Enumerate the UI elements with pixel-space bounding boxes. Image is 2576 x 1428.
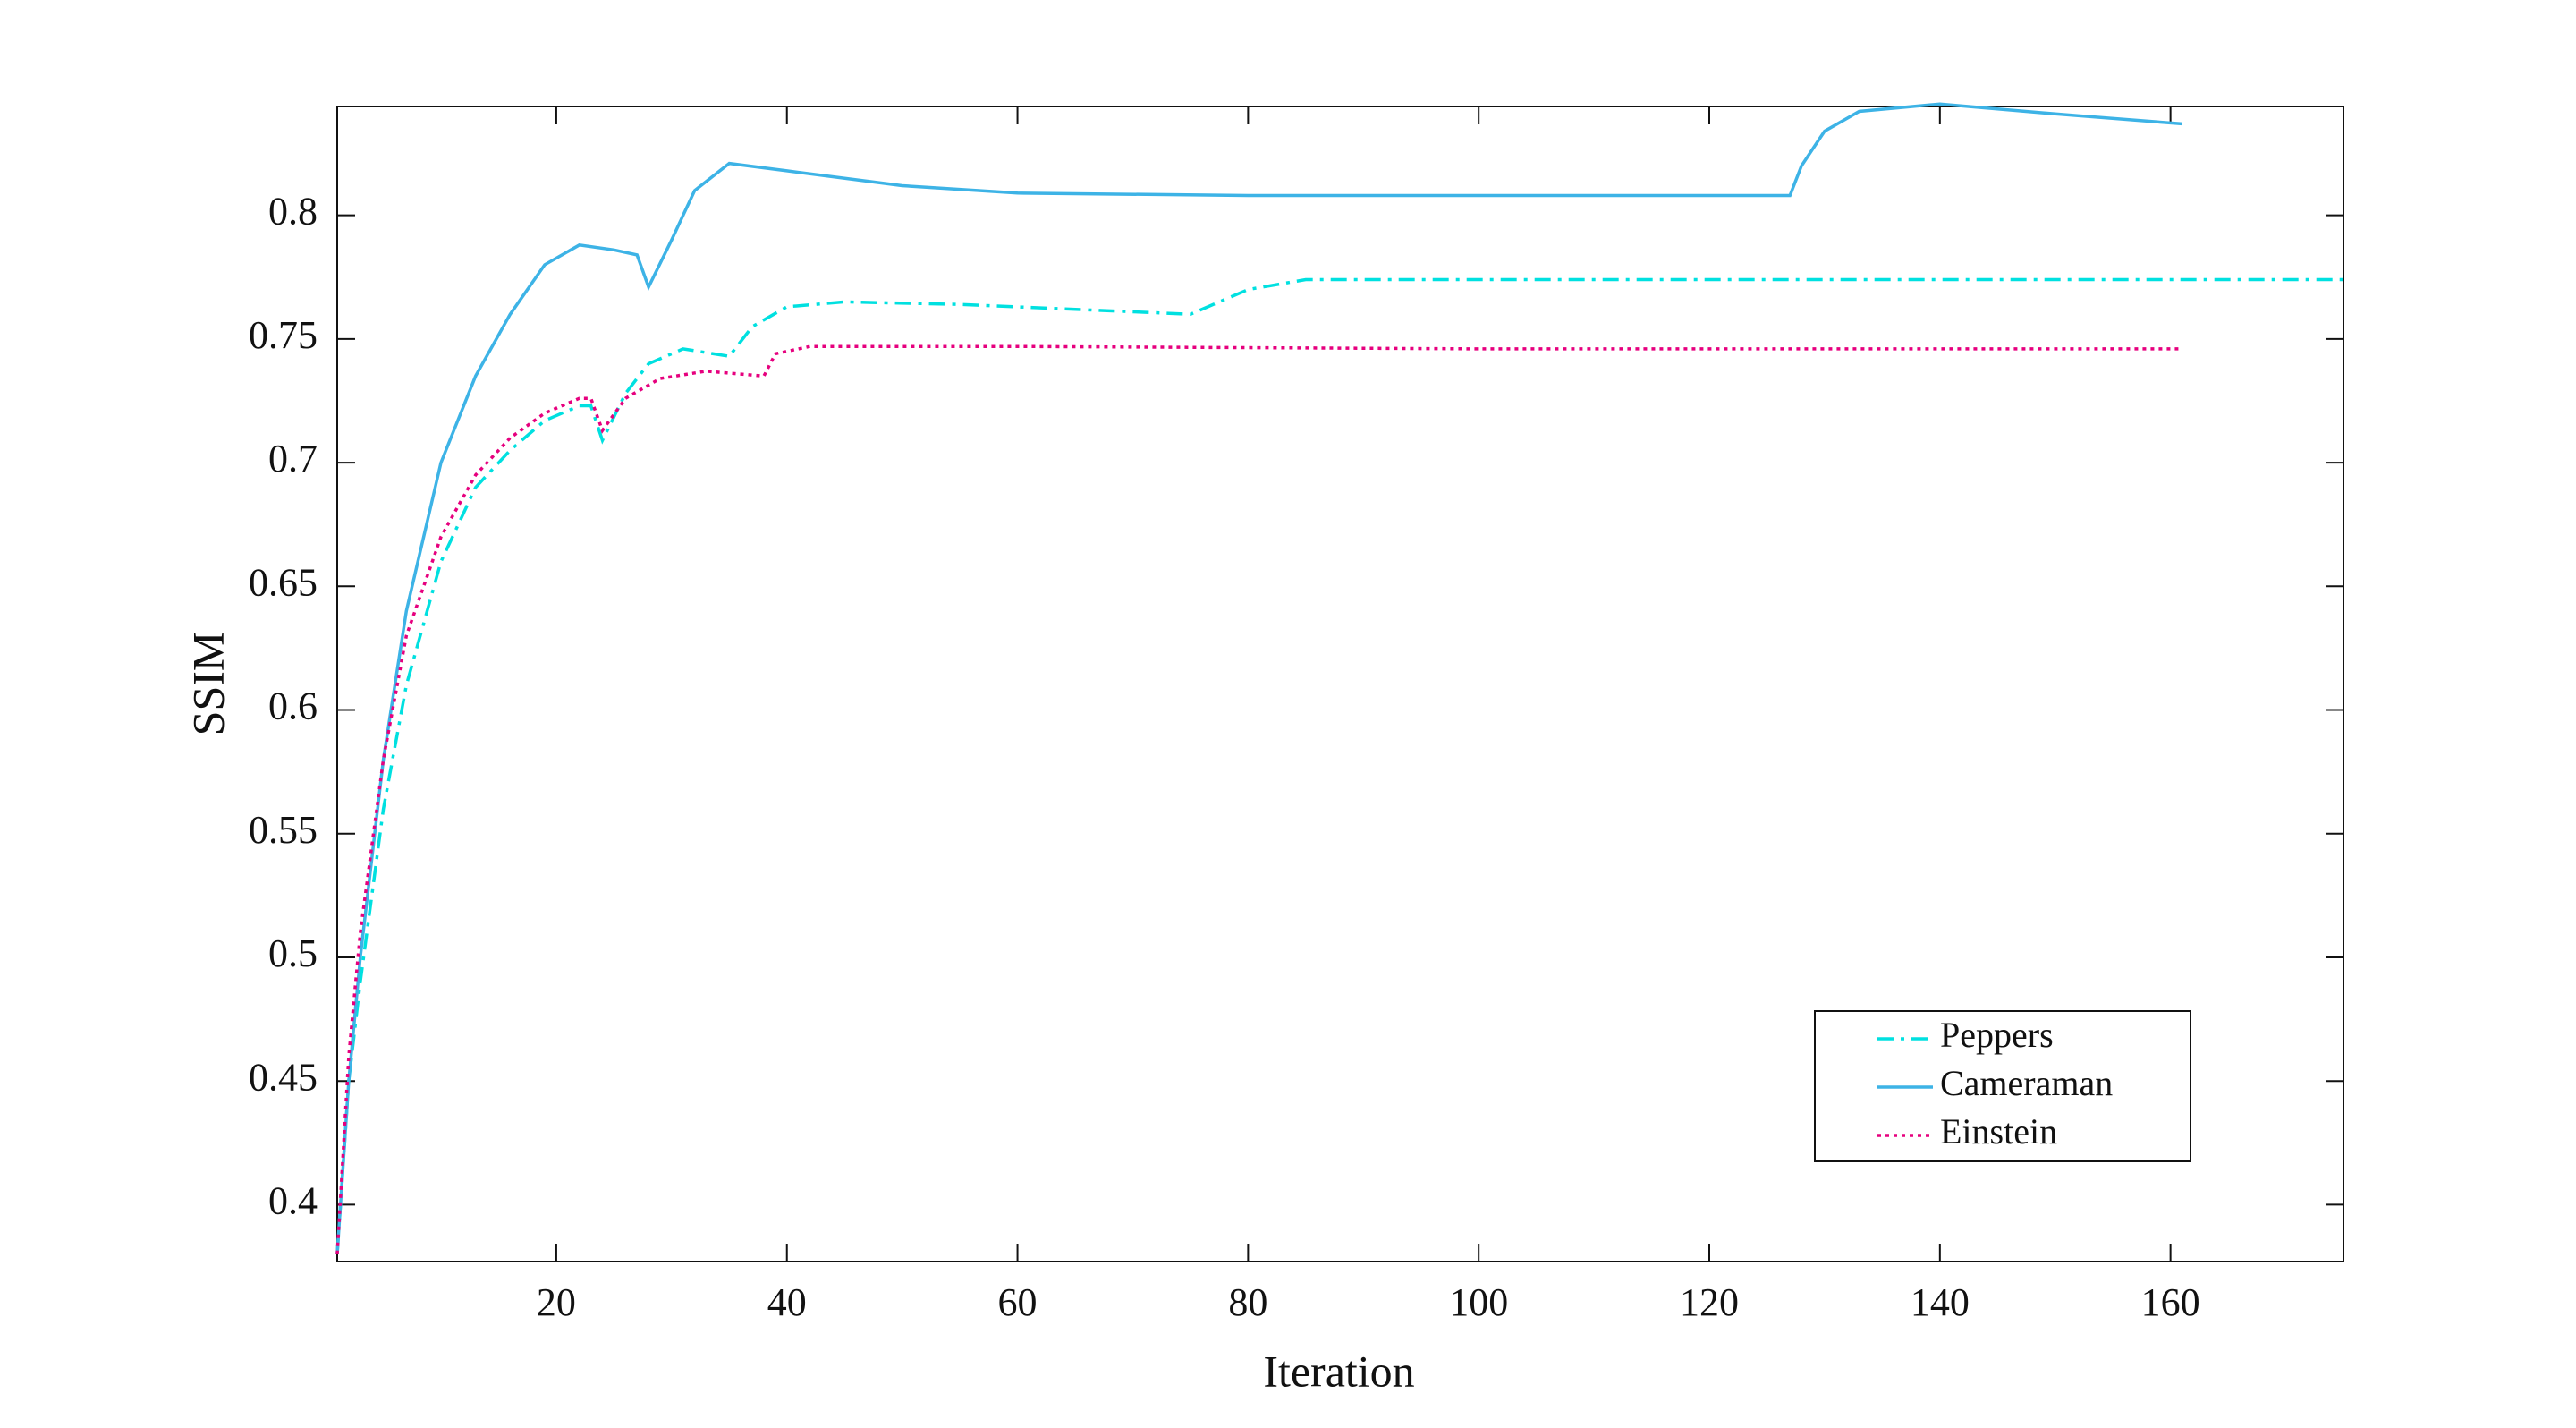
y-tick-label: 0.4 <box>268 1179 318 1223</box>
y-tick-label: 0.55 <box>249 808 318 852</box>
x-tick-label: 120 <box>1680 1280 1739 1324</box>
legend-label: Peppers <box>1940 1015 2054 1055</box>
x-tick-label: 60 <box>998 1280 1038 1324</box>
series-line <box>335 102 2182 1254</box>
x-tick-label: 80 <box>1228 1280 1267 1324</box>
y-tick-label: 0.75 <box>249 313 318 357</box>
y-axis-label: SSIM <box>182 632 233 736</box>
x-axis-label: Iteration <box>1263 1346 1414 1396</box>
x-tick-label: 140 <box>1911 1280 1970 1324</box>
y-tick-label: 0.8 <box>268 190 318 234</box>
legend-label: Einstein <box>1940 1111 2057 1152</box>
series-line <box>335 277 2343 1254</box>
x-tick-label: 100 <box>1449 1280 1508 1324</box>
y-tick-label: 0.45 <box>249 1055 318 1099</box>
y-tick-label: 0.6 <box>268 684 318 728</box>
x-tick-label: 20 <box>537 1280 576 1324</box>
y-tick-label: 0.7 <box>268 437 318 480</box>
plot-area <box>336 106 2344 1262</box>
x-tick-label: 40 <box>767 1280 807 1324</box>
x-tick-label: 160 <box>2141 1280 2200 1324</box>
y-tick-label: 0.5 <box>268 931 318 975</box>
legend-label: Cameraman <box>1940 1063 2113 1103</box>
y-tick-label: 0.65 <box>249 560 318 604</box>
